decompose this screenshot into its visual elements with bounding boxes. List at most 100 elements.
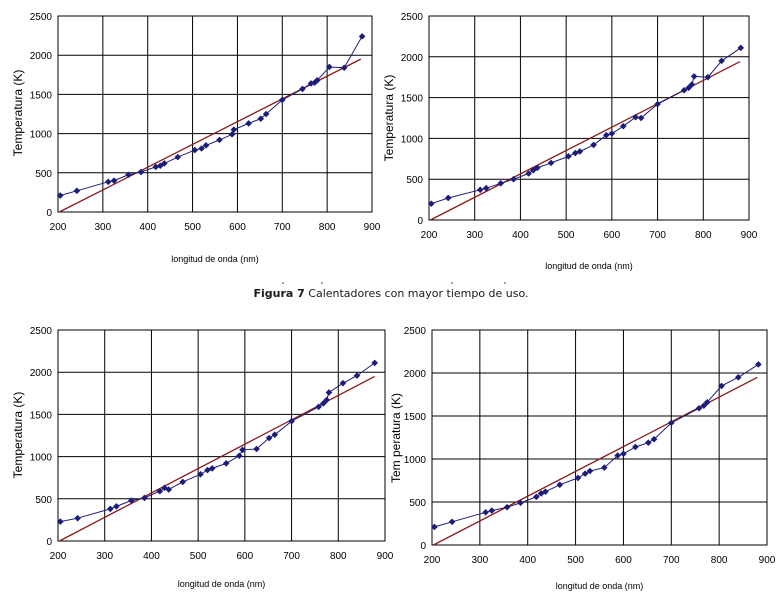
data-point — [353, 372, 361, 379]
data-point — [700, 402, 708, 409]
data-point — [488, 507, 496, 514]
data-point — [110, 177, 118, 184]
y-tick-label: 500 — [406, 175, 423, 186]
data-point — [191, 146, 199, 154]
data-point — [265, 434, 273, 442]
data-point — [482, 184, 490, 192]
x-tick-label: 800 — [711, 555, 728, 566]
data-point — [542, 488, 549, 495]
x-tick-label: 200 — [424, 555, 441, 566]
data-point — [339, 379, 347, 387]
data-point — [313, 76, 321, 84]
x-tick-label: 400 — [143, 551, 160, 562]
y-tick-label: 0 — [417, 216, 423, 227]
data-point — [320, 400, 327, 407]
y-tick-label: 1500 — [30, 90, 53, 101]
data-point — [74, 514, 81, 522]
data-point — [576, 148, 584, 155]
x-tick-label: 300 — [96, 551, 113, 562]
x-tick-label: 200 — [50, 551, 67, 562]
data-point — [128, 497, 135, 504]
data-point — [179, 478, 187, 486]
data-point — [497, 179, 505, 187]
data-point — [235, 452, 243, 460]
data-point — [107, 505, 114, 513]
y-axis-label: Temperatura (K) — [382, 75, 396, 162]
x-tick-label: 600 — [604, 230, 621, 241]
x-tick-label: 900 — [377, 551, 394, 562]
x-tick-label: 300 — [466, 230, 483, 241]
y-tick-label: 2500 — [30, 326, 53, 337]
data-point — [325, 389, 333, 396]
y-tick-label: 1500 — [404, 412, 427, 423]
data-point — [586, 467, 594, 475]
data-point — [619, 122, 627, 130]
stray-dot — [282, 282, 284, 284]
data-point — [204, 466, 211, 474]
data-point — [608, 130, 616, 137]
data-point — [620, 450, 627, 458]
y-tick-label: 2000 — [30, 368, 53, 379]
data-point — [510, 175, 517, 183]
y-tick-label: 2000 — [30, 51, 53, 62]
x-tick-label: 600 — [229, 222, 246, 233]
x-axis-label: longitud de onda (nm) — [171, 254, 259, 264]
stray-dot — [451, 282, 453, 284]
y-tick-label: 0 — [46, 537, 52, 548]
x-tick-label: 700 — [274, 222, 291, 233]
data-point — [371, 359, 379, 367]
y-tick-label: 500 — [35, 169, 52, 180]
figure-caption-text: Calentadores con mayor tiempo de uso. — [308, 287, 529, 300]
data-point — [654, 100, 661, 108]
x-tick-label: 800 — [695, 230, 712, 241]
data-point — [156, 162, 164, 170]
x-tick-label: 900 — [741, 230, 758, 241]
plot-frame — [57, 329, 386, 542]
x-tick-label: 300 — [472, 555, 489, 566]
y-axis-label: Temperatura (K) — [11, 392, 25, 479]
data-point — [704, 73, 712, 81]
chart-2: 200 300 400 500 600 700 800 900 0 500 1000 1500 2000… — [382, 12, 758, 271]
data-point — [161, 160, 168, 167]
chart-4: 200 300 400 500 600 700 800 900 0 500 1000 1500 2000… — [389, 326, 776, 591]
y-tick-label: 0 — [420, 541, 426, 552]
data-point — [278, 96, 286, 104]
data-point — [198, 145, 205, 152]
y-axis-label: Temperatura (K) — [11, 70, 25, 157]
x-tick-label: 700 — [663, 555, 680, 566]
data-point — [737, 44, 745, 52]
data-point — [680, 86, 688, 94]
data-point — [288, 417, 295, 425]
data-point — [448, 518, 456, 526]
plot-frame — [431, 329, 768, 546]
chart-1: 200 300 400 500 600 700 800 900 0 500 1000 1500 2000… — [11, 12, 381, 264]
series-line — [60, 36, 363, 196]
data-point — [73, 187, 81, 195]
x-axis-label: longitud de onda (nm) — [556, 581, 644, 591]
chart-3: 200 300 400 500 600 700 800 900 0 500 1000 1500 2000… — [11, 326, 394, 589]
data-point — [56, 192, 64, 199]
figure-caption: Figura 7 Calentadores con mayor tiempo d… — [0, 287, 782, 300]
data-point — [113, 503, 120, 510]
plot-frame — [428, 15, 750, 221]
data-point — [57, 518, 64, 525]
data-point — [565, 153, 572, 160]
x-tick-label: 900 — [364, 222, 381, 233]
data-point — [125, 171, 132, 179]
data-point — [703, 398, 711, 406]
data-point — [590, 141, 597, 149]
data-point — [444, 194, 452, 202]
x-tick-label: 500 — [184, 222, 201, 233]
data-point — [718, 57, 725, 65]
data-point — [556, 481, 564, 489]
data-point — [326, 63, 333, 71]
data-point — [253, 445, 260, 453]
x-tick-label: 400 — [519, 555, 536, 566]
data-point — [476, 186, 484, 194]
x-axis-label: longitud de onda (nm) — [178, 579, 266, 589]
x-tick-label: 800 — [319, 222, 336, 233]
series-line — [434, 363, 759, 528]
data-point — [165, 486, 173, 493]
data-point — [427, 200, 435, 207]
x-tick-label: 800 — [330, 551, 347, 562]
